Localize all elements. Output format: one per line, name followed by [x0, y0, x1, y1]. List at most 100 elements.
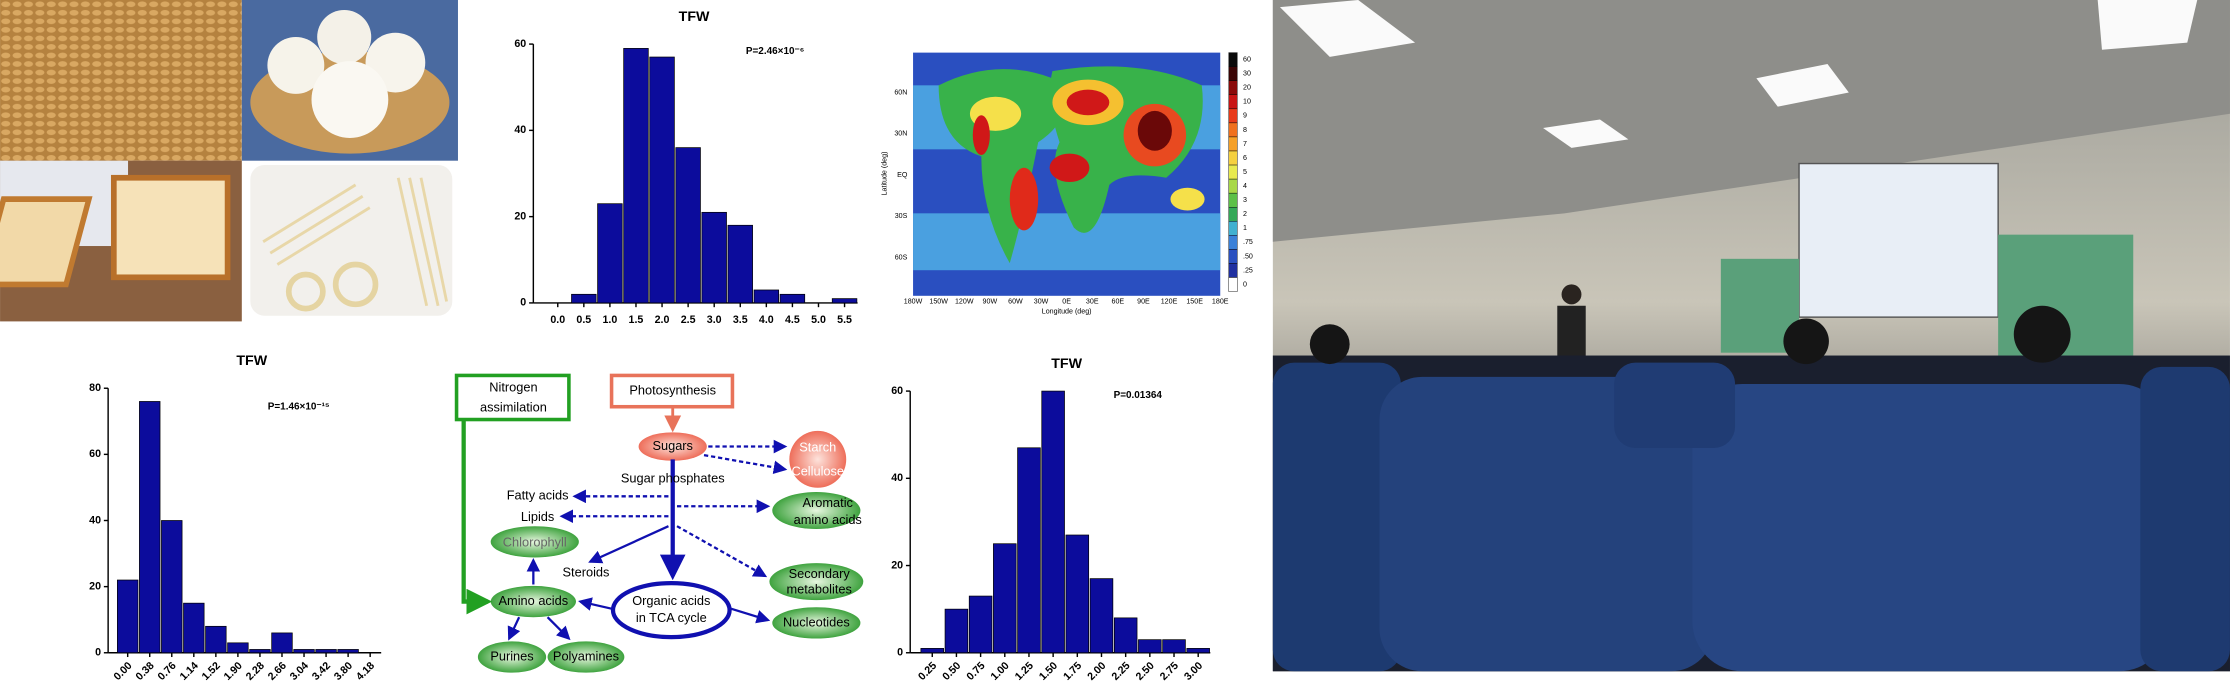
- x-tick-label: 0.0: [550, 314, 565, 326]
- node-label: Starch: [799, 439, 836, 454]
- bread-loaf: [110, 174, 231, 281]
- colorbar-cell: [1228, 277, 1238, 292]
- colorbar-cell: [1228, 150, 1238, 166]
- bar: [571, 293, 597, 304]
- y-tick-label: 0: [520, 297, 526, 309]
- node-box: [609, 373, 735, 409]
- food-photos: [0, 0, 458, 322]
- x-tick-label: 3.0: [707, 314, 722, 326]
- colorbar-cell: [1228, 206, 1238, 222]
- x-tick-label: 2.0: [655, 314, 670, 326]
- node-label: Lipids: [521, 509, 554, 524]
- bun: [311, 61, 389, 138]
- x-tick-label: 1.00: [989, 660, 1012, 683]
- noodles: [408, 177, 440, 307]
- bar: [1162, 639, 1186, 654]
- noodle-coil: [332, 261, 379, 308]
- colorbar-cell: [1228, 122, 1238, 138]
- x-tick-label: 5.5: [837, 314, 852, 326]
- bar: [701, 211, 727, 304]
- bar: [920, 648, 944, 654]
- x-tick-label: 2.25: [1109, 660, 1132, 683]
- bar: [675, 147, 701, 304]
- land: [972, 115, 990, 156]
- colorbar-label: 10: [1243, 98, 1251, 106]
- arrows: [703, 453, 788, 475]
- x-tick-label: 3.80: [332, 660, 355, 683]
- annotation: P=0.01364: [1114, 390, 1163, 401]
- bar: [993, 543, 1017, 654]
- land: [1066, 89, 1110, 116]
- land: [1049, 153, 1090, 183]
- seat: [1272, 362, 1401, 672]
- noodles: [419, 177, 448, 302]
- seat: [2140, 366, 2230, 672]
- node-label: Sugars: [652, 438, 693, 453]
- colorbar-label: 20: [1243, 84, 1251, 92]
- speaker: [1557, 305, 1586, 363]
- map-band: [913, 213, 1221, 271]
- bar: [271, 632, 293, 654]
- colorbar-label: 7: [1243, 140, 1247, 148]
- arrows: [578, 597, 612, 611]
- node-shape: [610, 580, 732, 640]
- node-label: Polyamines: [553, 648, 619, 663]
- x-tick-label: 3.00: [1182, 660, 1205, 683]
- noodles: [262, 183, 357, 243]
- x-tick-label: 1.14: [178, 660, 201, 683]
- colorbar-label: 1: [1243, 224, 1247, 232]
- land: [1137, 110, 1172, 151]
- y-tick-label: 20: [89, 580, 101, 592]
- x-tick-label: 1.50: [1037, 660, 1060, 683]
- chart-title: TFW: [1051, 356, 1082, 372]
- node-label: Aromatic: [803, 495, 854, 510]
- x-tick-label: 0.25: [916, 660, 939, 683]
- node-label: Purines: [490, 648, 533, 663]
- bar: [779, 293, 806, 304]
- colorbar-cell: [1228, 263, 1238, 278]
- node-label: Nitrogen: [489, 380, 537, 395]
- x-tick-label: 1.0: [602, 314, 617, 326]
- bar: [623, 48, 649, 304]
- node-shape: [772, 492, 861, 530]
- node-shape: [769, 563, 864, 601]
- y-tick-label: 40: [514, 124, 526, 136]
- lecture-photo: [1272, 0, 2230, 672]
- lon-tick: 90E: [1137, 297, 1150, 305]
- map-y-label: Latitude (deg): [880, 152, 888, 196]
- y-tick-label: 0: [95, 647, 101, 659]
- lon-tick: 0E: [1062, 297, 1071, 305]
- bar: [205, 625, 227, 654]
- noodles: [396, 177, 429, 307]
- lon-tick: 60E: [1112, 297, 1125, 305]
- node-label: assimilation: [480, 400, 547, 415]
- colorbar-label: 5: [1243, 168, 1247, 176]
- ceiling-light: [1279, 0, 1416, 57]
- x-tick-label: 1.25: [1013, 660, 1036, 683]
- arrows: [676, 525, 768, 578]
- x-tick-label: 3.5: [733, 314, 748, 326]
- lon-tick: 120E: [1161, 297, 1178, 305]
- node-label: metabolites: [787, 582, 852, 597]
- y-tick-label: 40: [891, 472, 903, 484]
- y-tick-label: 80: [89, 382, 101, 394]
- colorbar-label: 2: [1243, 210, 1247, 218]
- lat-tick: 60N: [894, 88, 907, 96]
- lon-tick: 90W: [983, 297, 998, 305]
- bar: [117, 579, 139, 654]
- x-tick-label: 0.5: [576, 314, 591, 326]
- colorbar-label: 4: [1243, 182, 1247, 190]
- colorbar-cell: [1228, 66, 1238, 81]
- colorbar-cell: [1228, 52, 1238, 67]
- person: [1783, 318, 1829, 365]
- x-tick-label: 2.5: [681, 314, 696, 326]
- person: [2013, 305, 2071, 363]
- node-shape: [772, 607, 861, 639]
- ceiling-light: [1543, 119, 1629, 148]
- colorbar-cell: [1228, 94, 1238, 110]
- bun: [317, 9, 372, 64]
- x-tick-label: 2.28: [244, 660, 267, 683]
- lon-tick: 150E: [1186, 297, 1203, 305]
- x-tick-label: 1.75: [1061, 660, 1084, 683]
